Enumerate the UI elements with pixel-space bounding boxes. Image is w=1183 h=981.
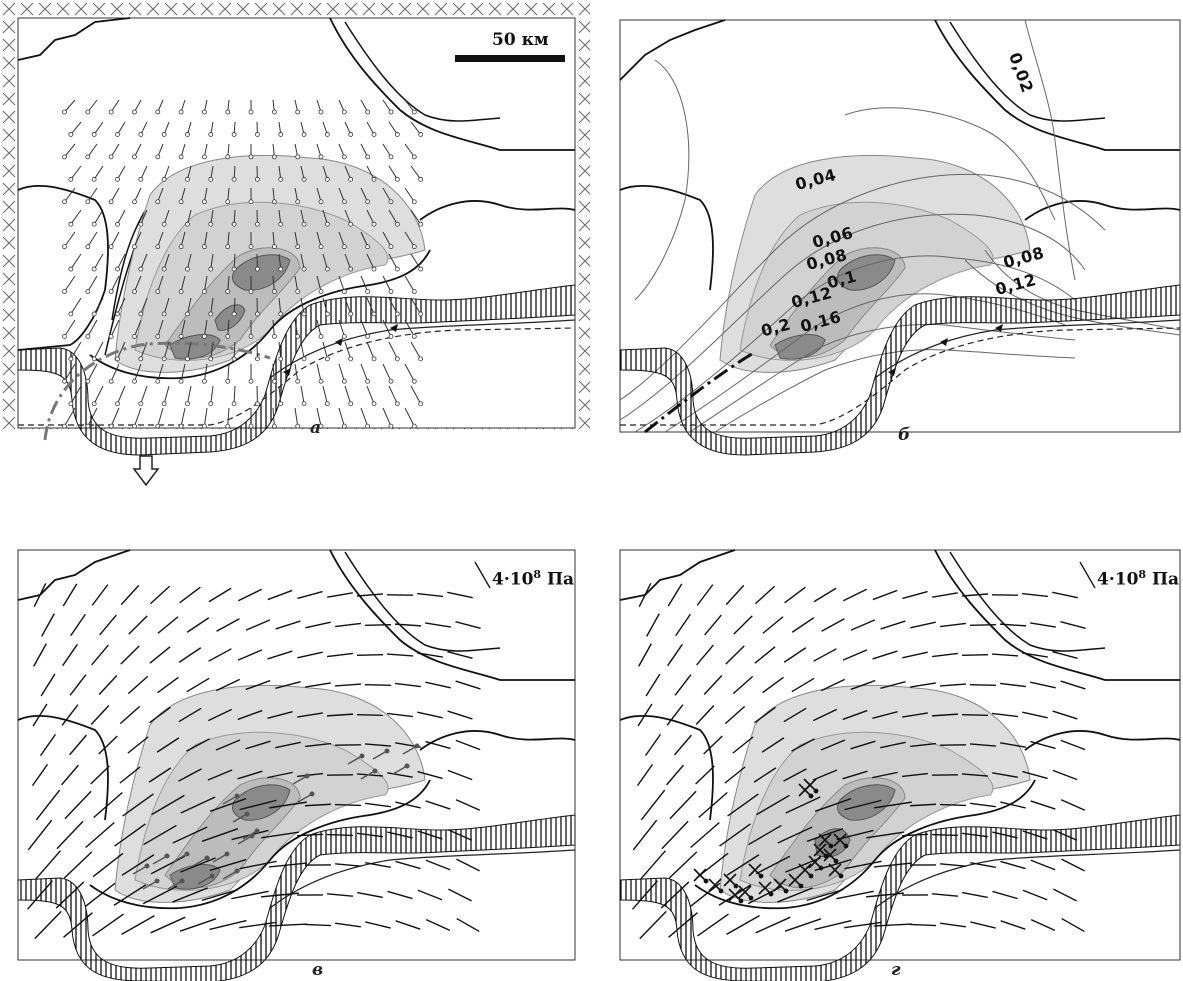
- panel-c-map: [17, 549, 576, 981]
- panel-a-map: [0, 0, 590, 456]
- stress-scale-unit: Па: [1151, 569, 1180, 590]
- stress-scale-value: 4·10: [1097, 569, 1139, 590]
- stress-scale-legend: 4·108 Па: [492, 568, 574, 590]
- stress-scale-tick: [1079, 561, 1096, 589]
- compression-arrow-icon: [283, 324, 398, 376]
- panel-d-map: [619, 549, 1181, 981]
- velocity-vector-icon: [62, 99, 424, 429]
- velocity-vector-icon: [132, 743, 420, 890]
- panel-d-label: г: [891, 960, 901, 980]
- stress-scale-unit: Па: [546, 569, 575, 590]
- stress-tick-icon: [631, 583, 1086, 940]
- panel-b: 0,02 0,04 0,06 0,08 0,1 0,12 0,16 0,2 0,…: [605, 0, 1183, 490]
- panel-c-label: в: [312, 960, 324, 980]
- stress-scale-exponent: 8: [1138, 568, 1147, 581]
- panel-a: 50 км а: [0, 0, 590, 490]
- stress-scale-exponent: 8: [533, 568, 542, 581]
- stress-scale-tick: [474, 561, 491, 589]
- panel-b-label: б: [898, 425, 911, 445]
- stress-scale-value: 4·10: [492, 569, 534, 590]
- panel-a-label: а: [310, 418, 322, 438]
- velocity-vector-icon: [693, 778, 849, 904]
- scale-bar-label: 50 км: [492, 30, 549, 50]
- panel-d: 4·108 Па г: [605, 540, 1183, 981]
- compression-arrow-icon: [888, 324, 1003, 376]
- panel-c: 4·108 Па в: [0, 540, 590, 981]
- panel-b-map: [619, 19, 1181, 456]
- scale-bar: [455, 55, 565, 62]
- stress-scale-legend: 4·108 Па: [1097, 568, 1179, 590]
